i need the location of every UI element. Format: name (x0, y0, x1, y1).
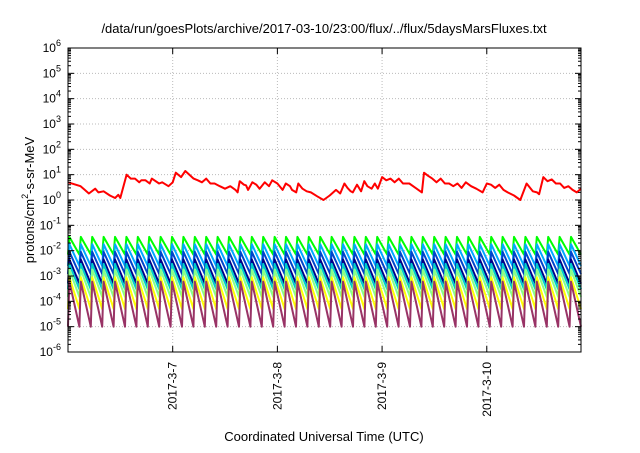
y-tick-label: 104 (43, 89, 61, 106)
x-tick-label: 2017-3-10 (480, 362, 494, 417)
series-line-0 (67, 170, 582, 201)
y-tick-label: 10-4 (40, 291, 61, 308)
chart-title: /data/run/goesPlots/archive/2017-03-10/2… (101, 21, 547, 36)
y-axis-label: protons/cm2-s-sr-MeV (20, 136, 37, 263)
series-line-3 (67, 250, 582, 275)
y-tick-label: 10-1 (40, 215, 61, 232)
y-tick-label: 10-2 (40, 241, 61, 258)
series-line-2 (67, 243, 582, 267)
x-tick-label: 2017-3-8 (270, 362, 284, 410)
x-tick-label: 2017-3-9 (375, 362, 389, 410)
series-line-1 (67, 235, 582, 256)
y-tick-label: 106 (43, 38, 61, 55)
series-line-4 (67, 258, 582, 285)
y-tick-label: 100 (43, 190, 61, 207)
x-axis-label: Coordinated Universal Time (UTC) (224, 429, 423, 444)
series-line-5 (67, 262, 582, 291)
y-tick-label: 10-5 (40, 317, 61, 334)
y-tick-label: 101 (43, 165, 61, 182)
x-tick-label: 2017-3-7 (166, 362, 180, 410)
series-line-6 (67, 268, 582, 298)
y-tick-label: 105 (43, 63, 61, 80)
y-axis-label-text: protons/cm2-s-sr-MeV (20, 136, 37, 263)
y-tick-label: 10-3 (40, 266, 61, 283)
series-line-8 (67, 280, 582, 328)
y-tick-label: 10-6 (40, 342, 61, 359)
ticks: 10-6 10-5 10-4 10-3 10-2 10-1 100 101 102 103 104 1… (40, 38, 581, 417)
series-line-7 (67, 276, 582, 310)
series-layer (67, 170, 582, 328)
y-tick-label: 103 (43, 114, 61, 131)
y-tick-label: 102 (43, 139, 61, 156)
